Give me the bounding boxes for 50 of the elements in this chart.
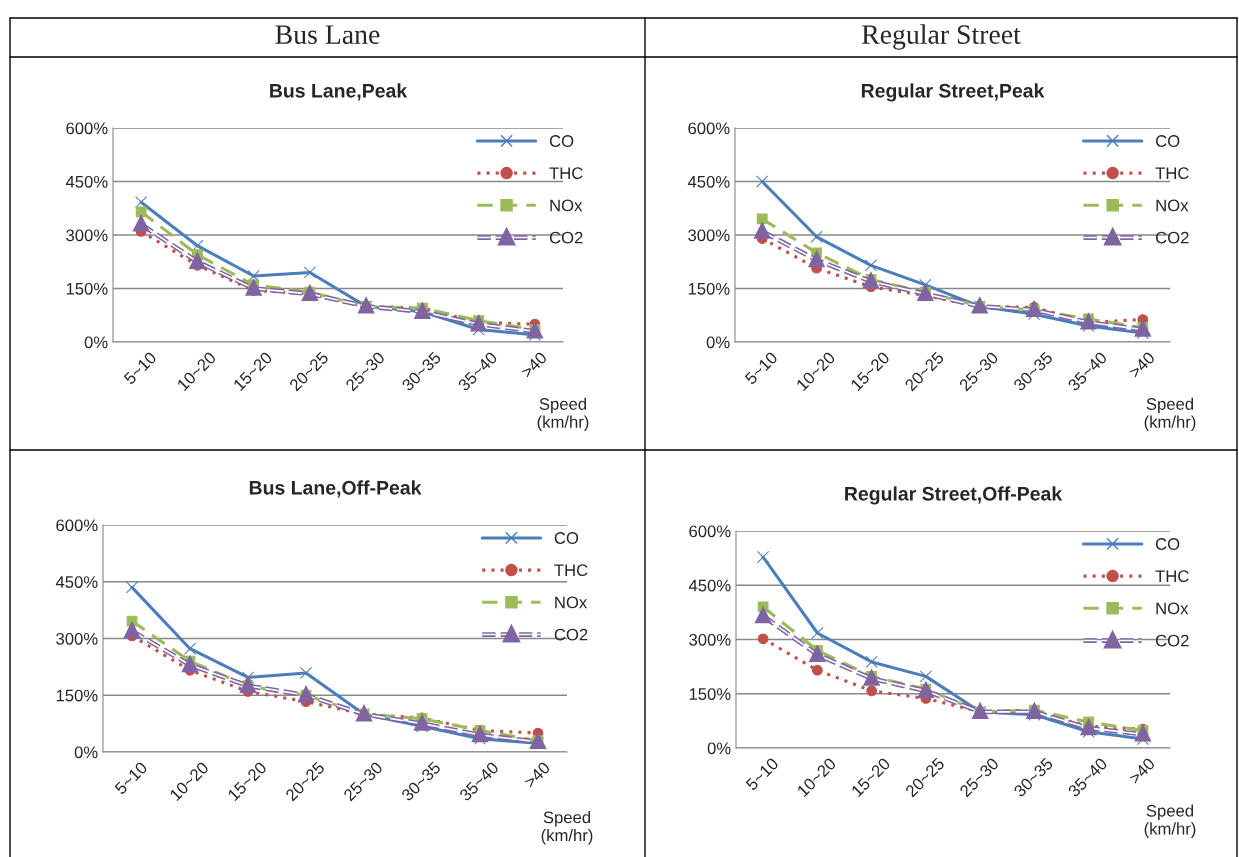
legend-label: NOx	[1156, 602, 1189, 615]
legend-label: CO	[1155, 538, 1180, 550]
y-tick-label: 300%	[689, 633, 731, 646]
x-axis-title: Speed (km/hr)	[1144, 804, 1196, 838]
chart-title: Regular Street,Peak	[861, 83, 1045, 102]
chart-title: Regular Street,Off-Peak	[845, 486, 1063, 505]
y-tick-label: 150%	[688, 282, 730, 295]
legend-label: CO	[554, 532, 579, 544]
y-tick-label: 600%	[688, 122, 730, 135]
y-tick-label: 300%	[56, 632, 98, 645]
y-tick-label: 150%	[689, 688, 731, 700]
legend-label: CO2	[1155, 634, 1189, 647]
y-tick-label: 0%	[706, 336, 730, 349]
y-tick-label: 0%	[84, 336, 108, 349]
x-tick-label: >40	[520, 351, 548, 379]
legend-label: NOx	[1156, 199, 1189, 212]
legend-label: CO2	[549, 231, 583, 244]
chart-title: Bus Lane,Off-Peak	[249, 480, 422, 498]
x-axis-title: Speed (km/hr)	[537, 397, 589, 432]
legend-label: NOx	[555, 596, 588, 609]
legend-label: THC	[549, 167, 583, 180]
y-tick-label: 300%	[688, 229, 730, 242]
y-tick-label: 300%	[66, 229, 108, 242]
text: Bus Lane	[275, 25, 380, 44]
legend-label: CO2	[1156, 231, 1189, 244]
y-tick-label: 0%	[74, 746, 98, 759]
legend-label: THC	[554, 564, 588, 577]
y-tick-label: 450%	[688, 579, 731, 592]
y-tick-label: 600%	[56, 519, 98, 532]
text: Regular Street	[861, 24, 1021, 50]
y-tick-label: 150%	[66, 282, 108, 295]
legend-label: NOx	[550, 199, 583, 212]
legend-label: CO2	[554, 628, 588, 641]
x-tick-label: >40	[1128, 757, 1156, 785]
y-tick-label: 0%	[707, 742, 731, 755]
legend-label: CO	[1156, 135, 1180, 147]
y-tick-label: 450%	[687, 175, 730, 188]
y-tick-label: 600%	[66, 122, 108, 135]
legend-label: CO	[549, 135, 574, 147]
legend-label: THC	[1155, 167, 1189, 180]
y-tick-label: 450%	[65, 175, 108, 188]
x-axis-title: Speed (km/hr)	[541, 811, 593, 845]
y-tick-label: 600%	[689, 525, 731, 538]
x-tick-label: >40	[1128, 351, 1156, 379]
y-tick-label: 450%	[55, 576, 98, 588]
chart-title: Bus Lane,Peak	[270, 83, 408, 101]
x-tick-label: >40	[523, 761, 551, 789]
legend-label: THC	[1155, 570, 1189, 583]
x-axis-title: Speed (km/hr)	[1144, 397, 1196, 432]
y-tick-label: 150%	[56, 689, 98, 702]
